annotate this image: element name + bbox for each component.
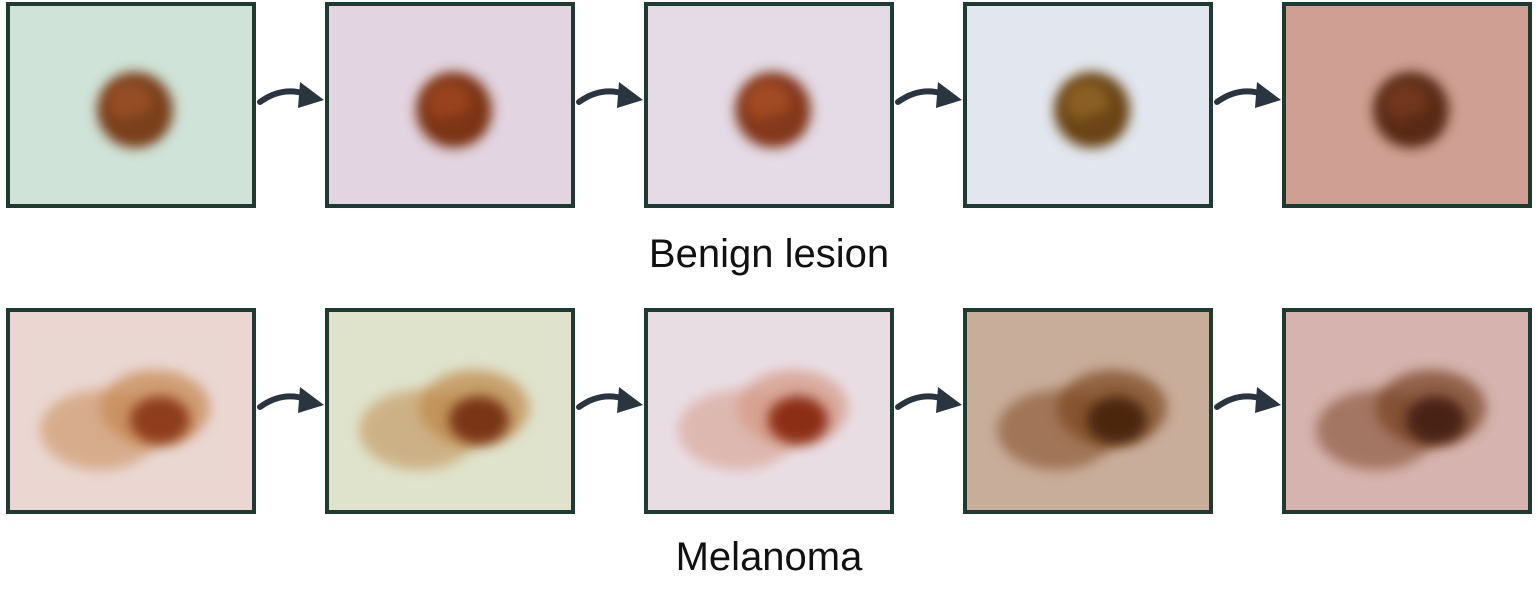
melanoma-image-5 [1282,308,1532,514]
curved-arrow-icon [894,80,964,120]
curved-arrow-icon [894,385,964,425]
curved-arrow-icon [575,385,645,425]
melanoma-image-2 [325,308,575,514]
melanoma-image-1 [6,308,256,514]
curved-arrow-icon [256,80,326,120]
melanoma-label: Melanoma [675,535,863,579]
benign-lesion-label: Benign lesion [648,232,890,276]
melanoma-image-3 [644,308,894,514]
benign-image-3 [644,2,894,208]
benign-image-4 [963,2,1213,208]
benign-image-1 [6,2,256,208]
benign-image-2 [325,2,575,208]
curved-arrow-icon [1213,80,1283,120]
melanoma-image-4 [963,308,1213,514]
curved-arrow-icon [1213,385,1283,425]
benign-image-5 [1282,2,1532,208]
curved-arrow-icon [256,385,326,425]
curved-arrow-icon [575,80,645,120]
